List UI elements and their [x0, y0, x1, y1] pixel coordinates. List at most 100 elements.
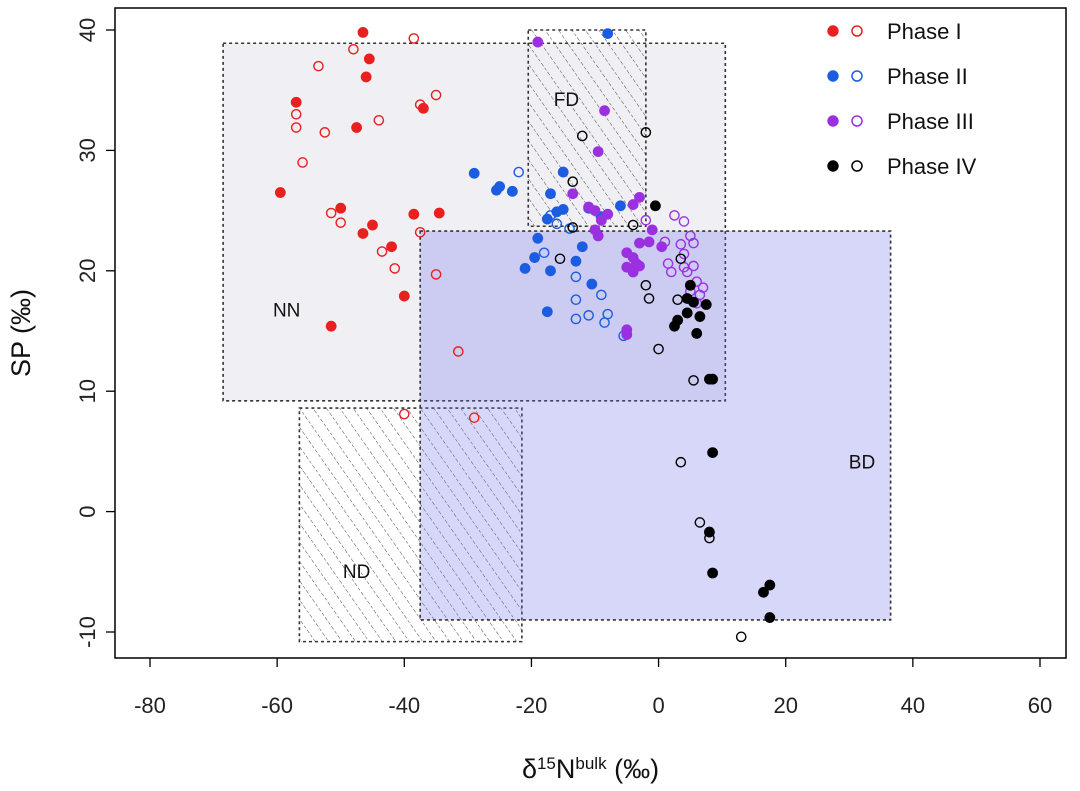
- phase-2-filled-point: [602, 28, 614, 40]
- x-tick-label: 40: [901, 693, 925, 718]
- phase-4-filled-point: [758, 586, 769, 598]
- y-axis-title: SP (‰): [6, 289, 36, 377]
- phase-4-open-point: [675, 456, 687, 468]
- phase-3-filled-point: [627, 199, 639, 210]
- phase-4-open-point: [643, 293, 655, 304]
- phase-3-open-point: [681, 266, 693, 278]
- phase-2-open-point: [583, 310, 594, 321]
- x-axis-title-n: N: [556, 754, 576, 784]
- phase-3-filled-point: [634, 191, 645, 203]
- legend-phase-1-label: Phase I: [887, 19, 962, 44]
- phase-4-filled-point: [704, 526, 715, 538]
- phase-1-filled-point: [408, 208, 420, 220]
- phase-1-open-point: [297, 157, 308, 168]
- phase-2-filled-point: [541, 213, 553, 225]
- legend-phase-4-open-marker: [851, 160, 863, 172]
- phase-2-filled-point: [468, 167, 480, 179]
- phase-4-open-point: [653, 343, 664, 355]
- phase-1-filled-point: [357, 228, 369, 239]
- phase-1-open-point: [430, 269, 442, 280]
- phase-2-filled-point: [586, 278, 598, 290]
- phase-4-filled-point: [707, 373, 719, 385]
- phase-1-filled-point: [367, 219, 378, 231]
- phase-2-filled-point: [532, 232, 544, 244]
- phase-3-filled-point: [595, 214, 607, 226]
- phase-3-filled-point: [643, 236, 655, 248]
- y-tick-label: 40: [75, 18, 100, 42]
- legend-phase-4-filled-marker: [827, 160, 839, 172]
- legend-phase-2-filled-marker: [827, 70, 839, 82]
- data-points: [274, 27, 776, 643]
- phase-1-open-point: [389, 263, 401, 274]
- phase-1-open-point: [430, 89, 442, 101]
- phase-3-open-point: [688, 260, 699, 272]
- x-axis-title: δ15Nbulk (‰): [522, 754, 659, 785]
- phase-1-filled-point: [360, 71, 372, 83]
- legend-phase-1-open-marker: [851, 25, 863, 37]
- x-tick-label: 60: [1028, 693, 1052, 718]
- phase-2-filled-point: [545, 265, 556, 277]
- phase-2-filled-point: [545, 188, 556, 200]
- phase-4-filled-point: [684, 279, 696, 291]
- phase-1-filled-point: [274, 187, 286, 198]
- phase-4-open-point: [627, 219, 639, 231]
- phase-4-filled-point: [688, 296, 699, 308]
- phase-1-open-point: [319, 127, 331, 138]
- phase-2-filled-point: [557, 166, 569, 178]
- x-tick-label: -20: [516, 693, 548, 718]
- phase-3-open-point: [665, 266, 677, 278]
- y-tick-label: 0: [75, 505, 100, 517]
- phase-2-filled-point: [576, 241, 588, 253]
- phase-4-open-point: [688, 375, 699, 386]
- phase-4-open-point: [640, 279, 652, 291]
- phase-2-open-point: [538, 247, 550, 259]
- y-tick-label: -10: [75, 616, 100, 648]
- y-tick-label: 10: [75, 379, 100, 403]
- phase-1-filled-point: [351, 122, 363, 133]
- phase-4-open-point: [735, 631, 747, 643]
- phase-2-filled-point: [519, 262, 531, 274]
- source-regions: NN FD ND BD: [222, 29, 892, 643]
- phase-1-open-point: [313, 60, 324, 72]
- phase-1-filled-point: [417, 102, 429, 114]
- x-tick-label: 20: [773, 693, 797, 718]
- phase-2-open-point: [570, 271, 582, 283]
- phase-1-filled-point: [363, 53, 375, 65]
- legend-phase-4-label: Phase IV: [887, 154, 977, 179]
- phase-1-open-point: [290, 122, 302, 133]
- phase-1-filled-point: [433, 207, 445, 219]
- phase-1-open-point: [290, 108, 302, 120]
- phase-3-open-point: [688, 237, 699, 249]
- phase-3-open-point: [697, 282, 709, 293]
- phase-2-open-point: [570, 313, 582, 325]
- phase-1-open-point: [408, 33, 420, 44]
- region-nn-label: NN: [273, 301, 300, 322]
- phase-1-open-point: [453, 346, 464, 357]
- phase-2-open-point: [513, 166, 525, 178]
- y-tick-label: 20: [75, 259, 100, 283]
- phase-3-open-point: [669, 210, 680, 221]
- phase-1-filled-point: [398, 290, 410, 302]
- phase-2-open-point: [599, 317, 610, 328]
- region-nd-label: ND: [343, 562, 370, 583]
- phase-1-open-point: [348, 43, 359, 55]
- phase-4-open-point: [567, 222, 579, 233]
- phase-2-filled-point: [541, 306, 553, 318]
- phase-4-open-point: [675, 253, 687, 265]
- phase-4-open-point: [640, 127, 652, 138]
- phase-4-open-point: [554, 253, 566, 265]
- x-axis-title-delta: δ: [522, 754, 537, 784]
- region-bd-label: BD: [849, 452, 875, 473]
- phase-4-filled-point: [707, 567, 719, 579]
- legend-phase-3-label: Phase III: [887, 109, 974, 134]
- phase-3-filled-point: [646, 224, 658, 236]
- y-tick-label: 30: [75, 138, 100, 162]
- x-tick-label: -40: [388, 693, 420, 718]
- phase-3-filled-point: [656, 241, 668, 253]
- phase-4-open-point: [694, 517, 706, 528]
- legend-phase-1-filled-marker: [827, 25, 839, 37]
- phase-4-filled-point: [764, 579, 776, 591]
- phase-3-open-point: [675, 239, 687, 250]
- phase-2-open-point: [551, 218, 563, 230]
- legend-phase-3-open-marker: [851, 115, 863, 127]
